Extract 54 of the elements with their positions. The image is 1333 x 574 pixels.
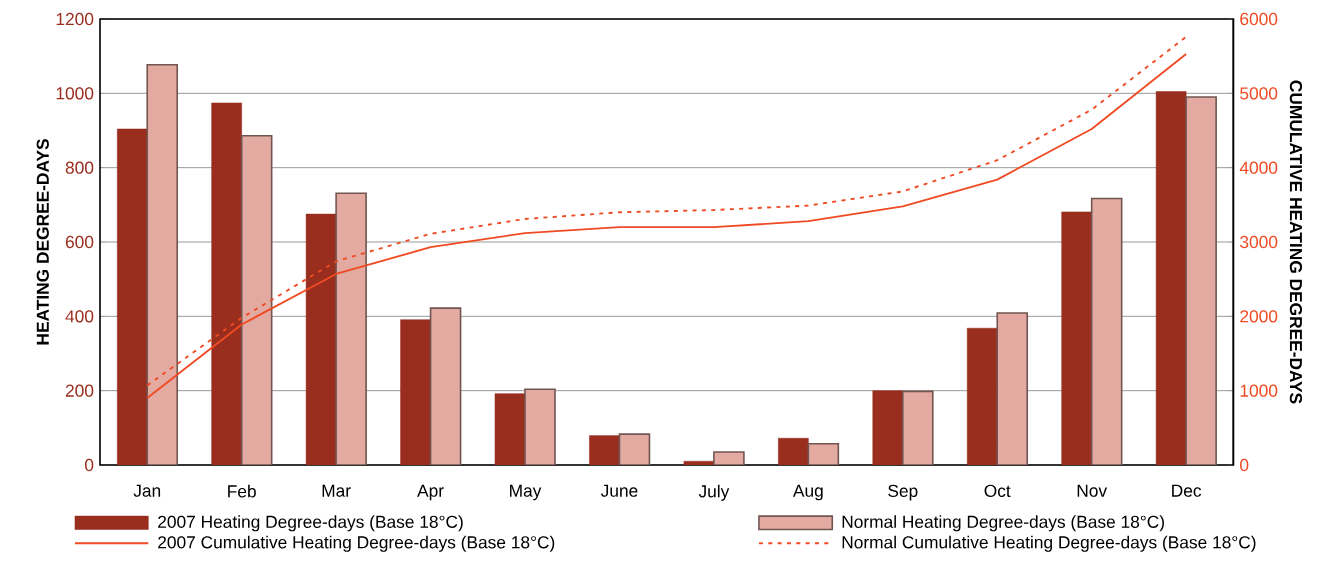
x-tick-label: Apr (417, 484, 444, 501)
bar (1185, 96, 1217, 465)
y2-tick-label: 3000 (1240, 235, 1278, 249)
y-tick-label: 0 (84, 458, 94, 472)
y2-tick-label: 0 (1240, 458, 1249, 472)
legend-label: 2007 Heating Degree-days (Base 18°C) (158, 515, 463, 532)
x-tick-label: Sep (888, 484, 918, 501)
y2-tick-label: 4000 (1239, 161, 1278, 174)
x-tick-label: Mar (322, 484, 351, 497)
bar (494, 393, 526, 465)
legend-label: 2007 Cumulative Heating Degree-days (Base 18°C) (158, 535, 555, 552)
legend-label: Normal Cumulative Heating Degree-days (Base 18°C) (842, 535, 1256, 552)
x-tick-label: May (510, 484, 542, 501)
x-tick-label: Aug (792, 484, 823, 501)
bar (966, 327, 998, 465)
legend-label: Normal Heating Degree-days (Base 18°C) (842, 515, 1164, 532)
y-tick-label: 200 (65, 384, 94, 397)
bar (400, 319, 431, 465)
bar (778, 437, 809, 465)
y-tick-label: 800 (65, 161, 94, 174)
bar (683, 461, 715, 465)
y2-tick-label: 6000 (1240, 12, 1278, 26)
y-axis-title: HEATING DEGREE-DAYS (36, 139, 49, 345)
bar (429, 307, 462, 465)
x-tick-label: June (600, 484, 638, 497)
bar (524, 388, 556, 465)
bar (1155, 91, 1187, 465)
y2-tick-label: 2000 (1240, 310, 1278, 323)
y-tick-label: 400 (65, 310, 94, 323)
bar (901, 390, 934, 465)
y-tick-label: 1000 (56, 87, 94, 100)
y2-axis-title: CUMULATIVE HEATING DEGREE-DAYS (1289, 80, 1303, 404)
x-tick-label: Dec (1172, 484, 1202, 497)
bar (1061, 211, 1092, 465)
bar (996, 312, 1029, 465)
x-tick-label: July (698, 484, 730, 501)
x-tick-label: Feb (228, 484, 256, 498)
bar (872, 390, 904, 465)
bar (335, 192, 367, 465)
y-tick-label: 600 (65, 235, 94, 249)
y2-tick-label: 1000 (1240, 384, 1278, 397)
bar (146, 63, 179, 465)
bar (589, 435, 620, 465)
bar (240, 134, 273, 465)
bar (305, 213, 337, 465)
y2-tick-label: 5000 (1240, 87, 1278, 100)
x-tick-label: Nov (1077, 484, 1108, 497)
bar (618, 433, 651, 465)
x-tick-label: Oct (984, 484, 1011, 497)
bar (211, 102, 242, 465)
bar (116, 128, 148, 465)
x-tick-label: Jan (133, 484, 161, 497)
bar (1090, 197, 1123, 465)
y-tick-label: 1200 (56, 12, 94, 26)
